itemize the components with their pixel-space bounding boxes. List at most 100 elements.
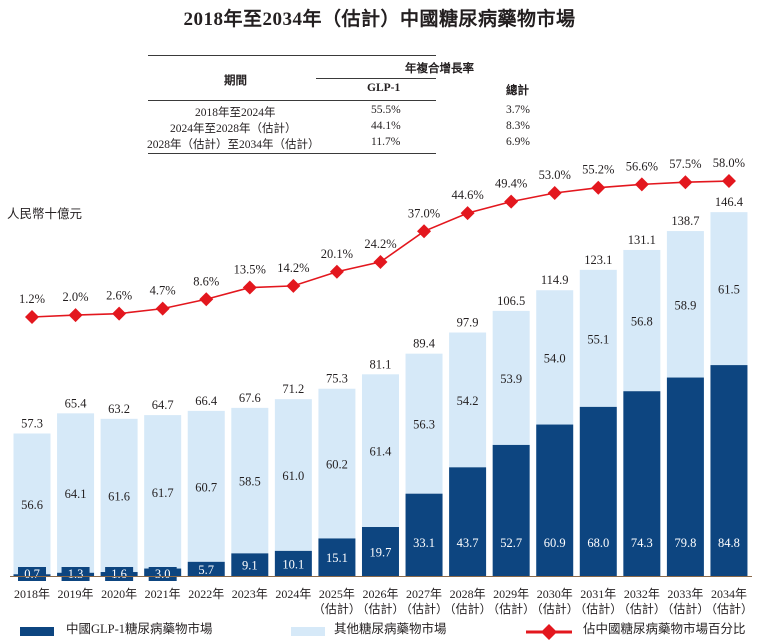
x-tick-note: （估計） [313,601,361,616]
other-value-label: 61.4 [370,445,393,459]
share-value-label: 8.6% [193,274,219,288]
other-value-label: 54.2 [457,394,479,408]
total-label: 65.4 [65,396,88,410]
total-label: 75.3 [326,372,348,386]
bar-glp1 [231,553,269,576]
glp1-value-label: 43.7 [457,536,479,550]
bar-glp1 [449,467,487,576]
x-tick-label: 2033年 [667,587,703,601]
period-header: 期間 [224,75,247,87]
other-value-label: 54.0 [544,351,566,365]
bar-other [449,332,487,468]
share-value-label: 14.2% [277,261,309,275]
x-tick-label: 2019年 [58,587,94,601]
share-value-label: 49.4% [495,177,527,191]
table-row-glp1: 44.1% [371,120,401,132]
share-value-label: 56.6% [626,159,658,173]
diamond-marker-icon [541,624,557,640]
glp1-value-label: 79.8 [674,536,696,550]
x-tick-note: （估計） [356,601,404,616]
x-tick-note: （估計） [444,601,492,616]
x-tick-note: （估計） [574,601,622,616]
x-tick-note: （估計） [400,601,448,616]
table-row-period: 2024年至2028年（估計） [170,123,297,135]
bar-glp1 [187,561,225,576]
cagr-group-header: 年複合增長率 [405,63,474,75]
legend-label-share: 佔中國糖尿病藥物市場百分比 [583,622,746,636]
table-bottom-rule [148,153,436,154]
bar-other [13,433,51,575]
total-label: 97.9 [457,316,479,330]
x-tick-label: 2027年 [406,587,442,601]
table-sub-rule [316,78,436,79]
glp1-value-label: 74.3 [631,536,653,550]
glp1-label-box [148,567,177,581]
legend-label-other: 其他糖尿病藥物市場 [334,622,447,636]
x-tick-label: 2032年 [624,587,660,601]
share-value-label: 24.2% [364,237,396,251]
share-value-label: 2.0% [63,290,89,304]
x-tick-label: 2018年 [14,587,50,601]
glp1-value-label: 68.0 [587,536,609,550]
other-value-label: 60.2 [326,458,348,472]
share-value-label: 53.0% [539,168,571,182]
col-header-glp1: GLP-1 [367,82,401,94]
share-value-label: 44.6% [451,188,483,202]
glp1-value-label: 84.8 [718,536,740,550]
total-label: 89.4 [413,337,436,351]
share-marker [678,175,693,190]
other-value-label: 56.8 [631,315,653,329]
bar-glp1 [710,365,748,576]
other-value-label: 61.5 [718,283,740,297]
total-label: 66.4 [195,394,218,408]
legend-swatch-glp1 [20,627,54,636]
total-label: 71.2 [282,382,304,396]
share-marker [591,180,606,195]
legend-swatch-other [291,627,325,636]
x-tick-note: （估計） [661,601,709,616]
x-tick-label: 2034年 [711,587,747,601]
bar-glp1 [318,538,356,576]
x-tick-note: （估計） [487,601,535,616]
glp1-value-label: 3.0 [155,567,171,581]
bar-glp1 [579,406,617,576]
bar-other [100,418,138,573]
table-top-rule [148,55,436,56]
share-marker [199,292,214,307]
bar-other [579,269,617,407]
bar-glp1 [536,424,574,576]
bar-other [361,374,399,528]
table-row-period: 2018年至2024年 [195,107,276,119]
x-tick-label: 2020年 [101,587,137,601]
share-marker [460,206,475,221]
legend-label-glp1: 中國GLP-1糖尿病藥物市場 [66,622,213,636]
glp1-label-box [18,567,46,581]
x-tick-label: 2023年 [232,587,268,601]
total-label: 123.1 [584,253,612,267]
legend-swatch-share [526,624,572,640]
table-row-period: 2028年（估計）至2034年（估計） [147,139,320,151]
x-tick-note: （估計） [618,601,666,616]
share-value-label: 37.0% [408,206,440,220]
bar-other [536,290,574,425]
other-value-label: 56.6 [21,498,43,512]
bar-glp1 [361,527,399,576]
glp1-value-label: 5.7 [198,563,214,577]
total-label: 114.9 [541,273,569,287]
table-row-glp1: 11.7% [371,136,401,148]
other-value-label: 64.1 [65,487,87,501]
share-marker [634,177,649,192]
bar-other [405,353,443,494]
other-value-label: 53.9 [500,372,522,386]
bar-other [144,415,182,569]
share-value-label: 57.5% [669,157,701,171]
glp1-value-label: 10.1 [282,557,304,571]
bar-other [274,399,312,551]
chart-title: 2018年至2034年（估計）中國糖尿病藥物市場 [183,9,576,30]
table-header-rule [148,100,436,101]
bar-other [492,310,530,445]
share-value-label: 4.7% [150,284,176,298]
bar-other [710,212,748,366]
total-label: 63.2 [108,402,130,416]
